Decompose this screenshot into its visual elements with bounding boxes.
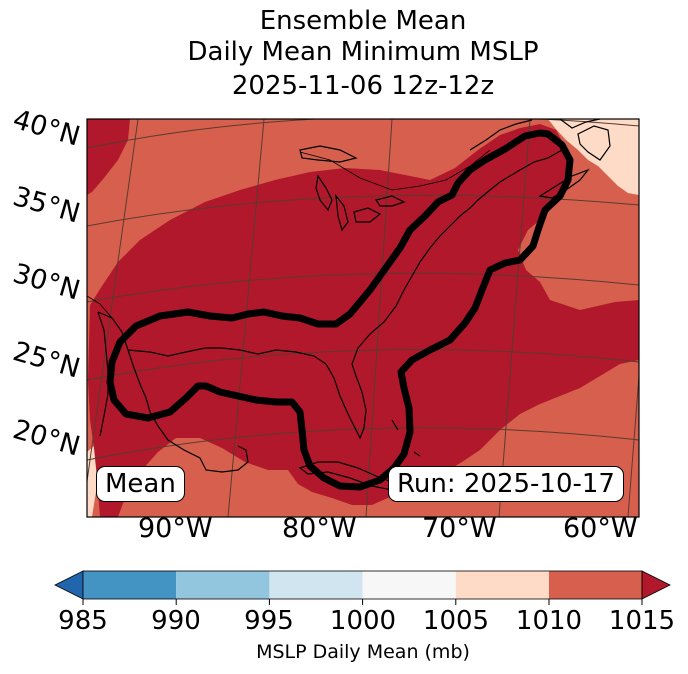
title-line-1: Ensemble Mean xyxy=(259,6,467,36)
colorbar-tick-1005: 1005 xyxy=(422,606,490,636)
us-canada-border xyxy=(299,149,491,191)
colorbar-tick-1015: 1015 xyxy=(608,606,676,636)
colorbar-segment-995 xyxy=(269,571,363,599)
meridian-90w xyxy=(87,119,139,486)
title-line-3: 2025-11-06 12z-12z xyxy=(231,71,495,101)
meridian-50w xyxy=(627,369,639,517)
colorbar xyxy=(54,570,671,605)
map-frame xyxy=(86,118,640,518)
canada-coast xyxy=(469,119,601,151)
colorbar-label: MSLP Daily Mean (mb) xyxy=(256,641,470,663)
colorbar-tick-1000: 1000 xyxy=(329,606,397,636)
field-low-northwest xyxy=(87,119,130,195)
colorbar-segment-1005 xyxy=(455,571,549,599)
colorbar-segment-990 xyxy=(176,571,270,599)
lon-label-80w: 80°W xyxy=(282,513,357,544)
run-date-box: Run: 2025-10-17 xyxy=(388,466,624,502)
gulf-coast xyxy=(97,311,249,473)
contour-line xyxy=(106,129,574,491)
colorbar-tick-985: 985 xyxy=(58,606,108,636)
mean-label-box: Mean xyxy=(96,466,185,502)
colorbar-under-arrow xyxy=(54,570,84,600)
title-line-2: Daily Mean Minimum MSLP xyxy=(187,37,539,67)
field-low-main xyxy=(88,124,639,517)
lon-label-90w: 90°W xyxy=(138,513,213,544)
parallel-30n xyxy=(87,272,639,303)
parallel-20n xyxy=(87,427,639,461)
great-lakes xyxy=(299,145,406,232)
meridian-70w xyxy=(365,119,393,517)
colorbar-tick-marks xyxy=(82,599,643,605)
us-mexico-border xyxy=(87,295,113,319)
colorbar-segment-1000 xyxy=(362,571,456,599)
lon-label-60w: 60°W xyxy=(563,513,638,544)
borders xyxy=(87,149,491,319)
colorbar-segment-985 xyxy=(83,571,177,599)
meridian-60w xyxy=(498,119,531,517)
parallel-40n xyxy=(87,119,639,149)
field-high-northeast xyxy=(548,119,639,195)
us-gulf-north-coast xyxy=(127,149,563,440)
colorbar-over-arrow xyxy=(641,570,671,600)
newfoundland xyxy=(577,125,611,161)
colorbar-segment-1010 xyxy=(549,571,642,599)
colorbar-tick-990: 990 xyxy=(151,606,201,636)
parallel-25n xyxy=(87,349,639,381)
graticule xyxy=(87,119,639,517)
colorbar-tick-1010: 1010 xyxy=(515,606,583,636)
lon-label-70w: 70°W xyxy=(422,513,497,544)
colorbar-tick-995: 995 xyxy=(244,606,294,636)
